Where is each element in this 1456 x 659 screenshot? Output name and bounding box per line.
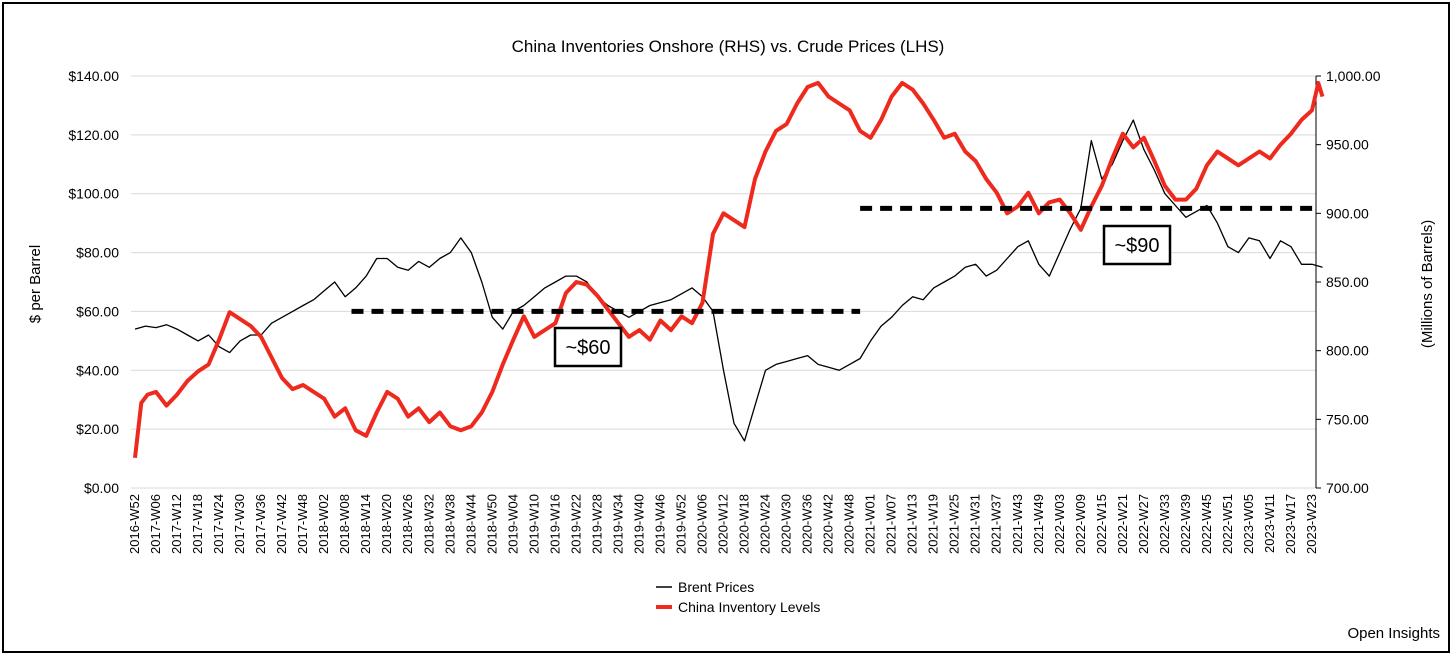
right-tick-label: 750.00: [1326, 411, 1369, 427]
x-tick-label: 2022-W45: [1199, 494, 1214, 554]
x-tick-label: 2019-W34: [610, 494, 625, 554]
gridlines: [131, 75, 1316, 489]
x-tick-label: 2017-W18: [190, 494, 205, 554]
x-tick-label: 2022-W27: [1136, 494, 1151, 554]
x-tick-label: 2022-W51: [1220, 494, 1235, 554]
x-tick-label: 2020-W06: [694, 494, 709, 554]
x-tick-label: 2018-W32: [421, 494, 436, 554]
x-tick-label: 2022-W15: [1094, 494, 1109, 554]
left-tick-label: $140.00: [68, 68, 119, 84]
x-tick-label: 2022-W03: [1052, 494, 1067, 554]
x-tick-label: 2017-W30: [232, 494, 247, 554]
x-axis-ticks: 2016-W52 2017-W06 2017-W12 2017-W18 2017-W24…: [127, 494, 1319, 554]
left-tick-label: $40.00: [76, 362, 119, 378]
right-tick-label: 850.00: [1326, 274, 1369, 290]
right-tick-label: 950.00: [1326, 137, 1369, 153]
x-tick-label: 2018-W50: [484, 494, 499, 554]
x-tick-label: 2018-W26: [400, 494, 415, 554]
x-tick-label: 2017-W36: [253, 494, 268, 554]
left-axis-label: $ per Barrel: [27, 245, 44, 323]
right-axis-label: (Millions of Barrels): [1419, 220, 1436, 348]
x-tick-label: 2021-W49: [1031, 494, 1046, 554]
x-tick-label: 2017-W48: [295, 494, 310, 554]
x-tick-label: 2019-W16: [547, 494, 562, 554]
x-tick-label: 2021-W43: [1010, 494, 1025, 554]
x-tick-label: 2021-W01: [863, 494, 878, 554]
x-tick-label: 2020-W30: [779, 494, 794, 554]
x-tick-label: 2016-W52: [127, 494, 142, 554]
x-tick-label: 2019-W40: [631, 494, 646, 554]
x-tick-label: 2023-W11: [1262, 494, 1277, 553]
x-tick-label: 2018-W02: [316, 494, 331, 554]
annotation-box: [1102, 224, 1172, 266]
left-tick-label: $120.00: [68, 127, 119, 143]
x-tick-label: 2018-W44: [463, 494, 478, 554]
x-tick-label: 2020-W48: [842, 494, 857, 554]
left-tick-label: $0.00: [84, 480, 119, 496]
x-tick-label: 2019-W52: [673, 494, 688, 554]
x-tick-label: 2023-W05: [1241, 494, 1256, 554]
x-tick-label: 2021-W25: [947, 494, 962, 554]
annotation-label: ~$60: [565, 337, 610, 359]
china-inventory-line: [133, 80, 1325, 459]
annotations: ~$60 ~$90: [351, 205, 1316, 368]
x-tick-label: 2019-W22: [568, 494, 583, 554]
chart-title: China Inventories Onshore (RHS) vs. Crud…: [512, 37, 945, 56]
x-tick-label: 2020-W36: [800, 494, 815, 554]
legend-label: China Inventory Levels: [678, 599, 820, 615]
x-tick-label: 2017-W24: [211, 494, 226, 554]
x-tick-label: 2020-W42: [821, 494, 836, 554]
x-tick-label: 2018-W20: [379, 494, 394, 554]
legend-label: Brent Prices: [678, 579, 754, 595]
annotation-label: ~$90: [1114, 235, 1159, 257]
x-tick-label: 2018-W14: [358, 494, 373, 554]
x-tick-label: 2018-W38: [442, 494, 457, 554]
x-tick-label: 2023-W23: [1304, 494, 1319, 554]
x-tick-label: 2021-W31: [968, 494, 983, 554]
x-tick-label: 2023-W17: [1283, 494, 1298, 554]
right-tick-label: 700.00: [1326, 480, 1369, 496]
credit-text: Open Insights: [1347, 625, 1440, 642]
x-tick-label: 2017-W12: [169, 494, 184, 554]
right-tick-label: 1,000.00: [1326, 68, 1381, 84]
x-tick-label: 2022-W33: [1157, 494, 1172, 554]
x-tick-label: 2020-W12: [716, 494, 731, 554]
series-group: [133, 80, 1325, 459]
x-tick-label: 2019-W46: [652, 494, 667, 554]
right-tick-label: 800.00: [1326, 343, 1369, 359]
x-tick-label: 2018-W08: [337, 494, 352, 554]
x-tick-label: 2021-W07: [884, 494, 899, 554]
x-tick-label: 2022-W09: [1073, 494, 1088, 554]
x-tick-label: 2017-W42: [274, 494, 289, 554]
x-tick-label: 2017-W06: [148, 494, 163, 554]
right-tick-label: 900.00: [1326, 205, 1369, 221]
chart: China Inventories Onshore (RHS) vs. Crud…: [27, 37, 1440, 642]
legend: Brent Prices China Inventory Levels: [656, 579, 820, 615]
x-tick-label: 2019-W28: [589, 494, 604, 554]
x-tick-label: 2021-W19: [926, 494, 941, 554]
left-tick-label: $20.00: [76, 421, 119, 437]
right-axis-ticks: 700.00 750.00 800.00 850.00 900.00 950.00 1,00…: [1316, 68, 1381, 496]
left-tick-label: $60.00: [76, 303, 119, 319]
x-tick-label: 2021-W37: [989, 494, 1004, 554]
x-tick-label: 2020-W24: [758, 494, 773, 554]
x-tick-label: 2019-W10: [526, 494, 541, 554]
left-tick-label: $80.00: [76, 245, 119, 261]
annotation-box: [553, 326, 623, 368]
x-tick-label: 2020-W18: [737, 494, 752, 554]
x-tick-label: 2022-W39: [1178, 494, 1193, 554]
x-tick-label: 2021-W13: [905, 494, 920, 554]
left-tick-label: $100.00: [68, 186, 119, 202]
left-axis-ticks: $0.00 $20.00 $40.00 $60.00 $80.00 $100.00 $120…: [68, 68, 119, 496]
x-tick-label: 2019-W04: [505, 494, 520, 554]
x-tick-label: 2022-W21: [1115, 494, 1130, 554]
